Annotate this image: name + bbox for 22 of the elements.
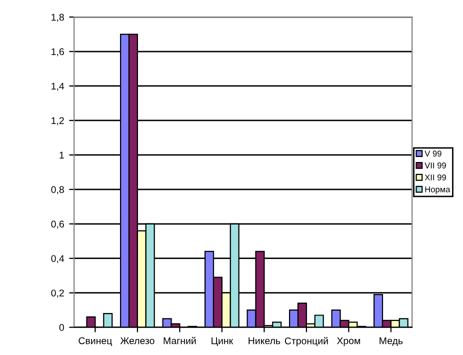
x-tick-label: Цинк	[212, 337, 234, 346]
legend-label: VII 99	[424, 162, 446, 168]
y-tick-label: 0,6	[51, 220, 64, 229]
legend-label: Норма	[425, 186, 450, 194]
x-tick-label: Магний	[164, 336, 196, 344]
y-tick-label: 1	[60, 152, 64, 158]
x-tick-label: Никель	[248, 337, 280, 344]
y-tick-label: 0,8	[51, 186, 64, 194]
y-tick-label: 0,4	[51, 255, 64, 264]
x-tick-label: Медь	[380, 337, 403, 346]
y-tick-label: 1,8	[52, 14, 64, 22]
y-tick-label: 1,2	[52, 117, 64, 126]
x-tick-label: Железо	[120, 337, 154, 344]
y-tick-label: 1,4	[52, 82, 64, 91]
legend-label: XII 99	[424, 174, 446, 180]
x-tick-label: Стронций	[284, 337, 328, 346]
y-tick-label: 1,6	[52, 48, 64, 56]
legend-label: V 99	[424, 150, 442, 157]
y-tick-label: 0,2	[51, 290, 64, 298]
x-tick-label: Свинец	[78, 337, 112, 346]
y-tick-label: 0	[59, 324, 64, 331]
x-tick-label: Хром	[336, 337, 360, 346]
